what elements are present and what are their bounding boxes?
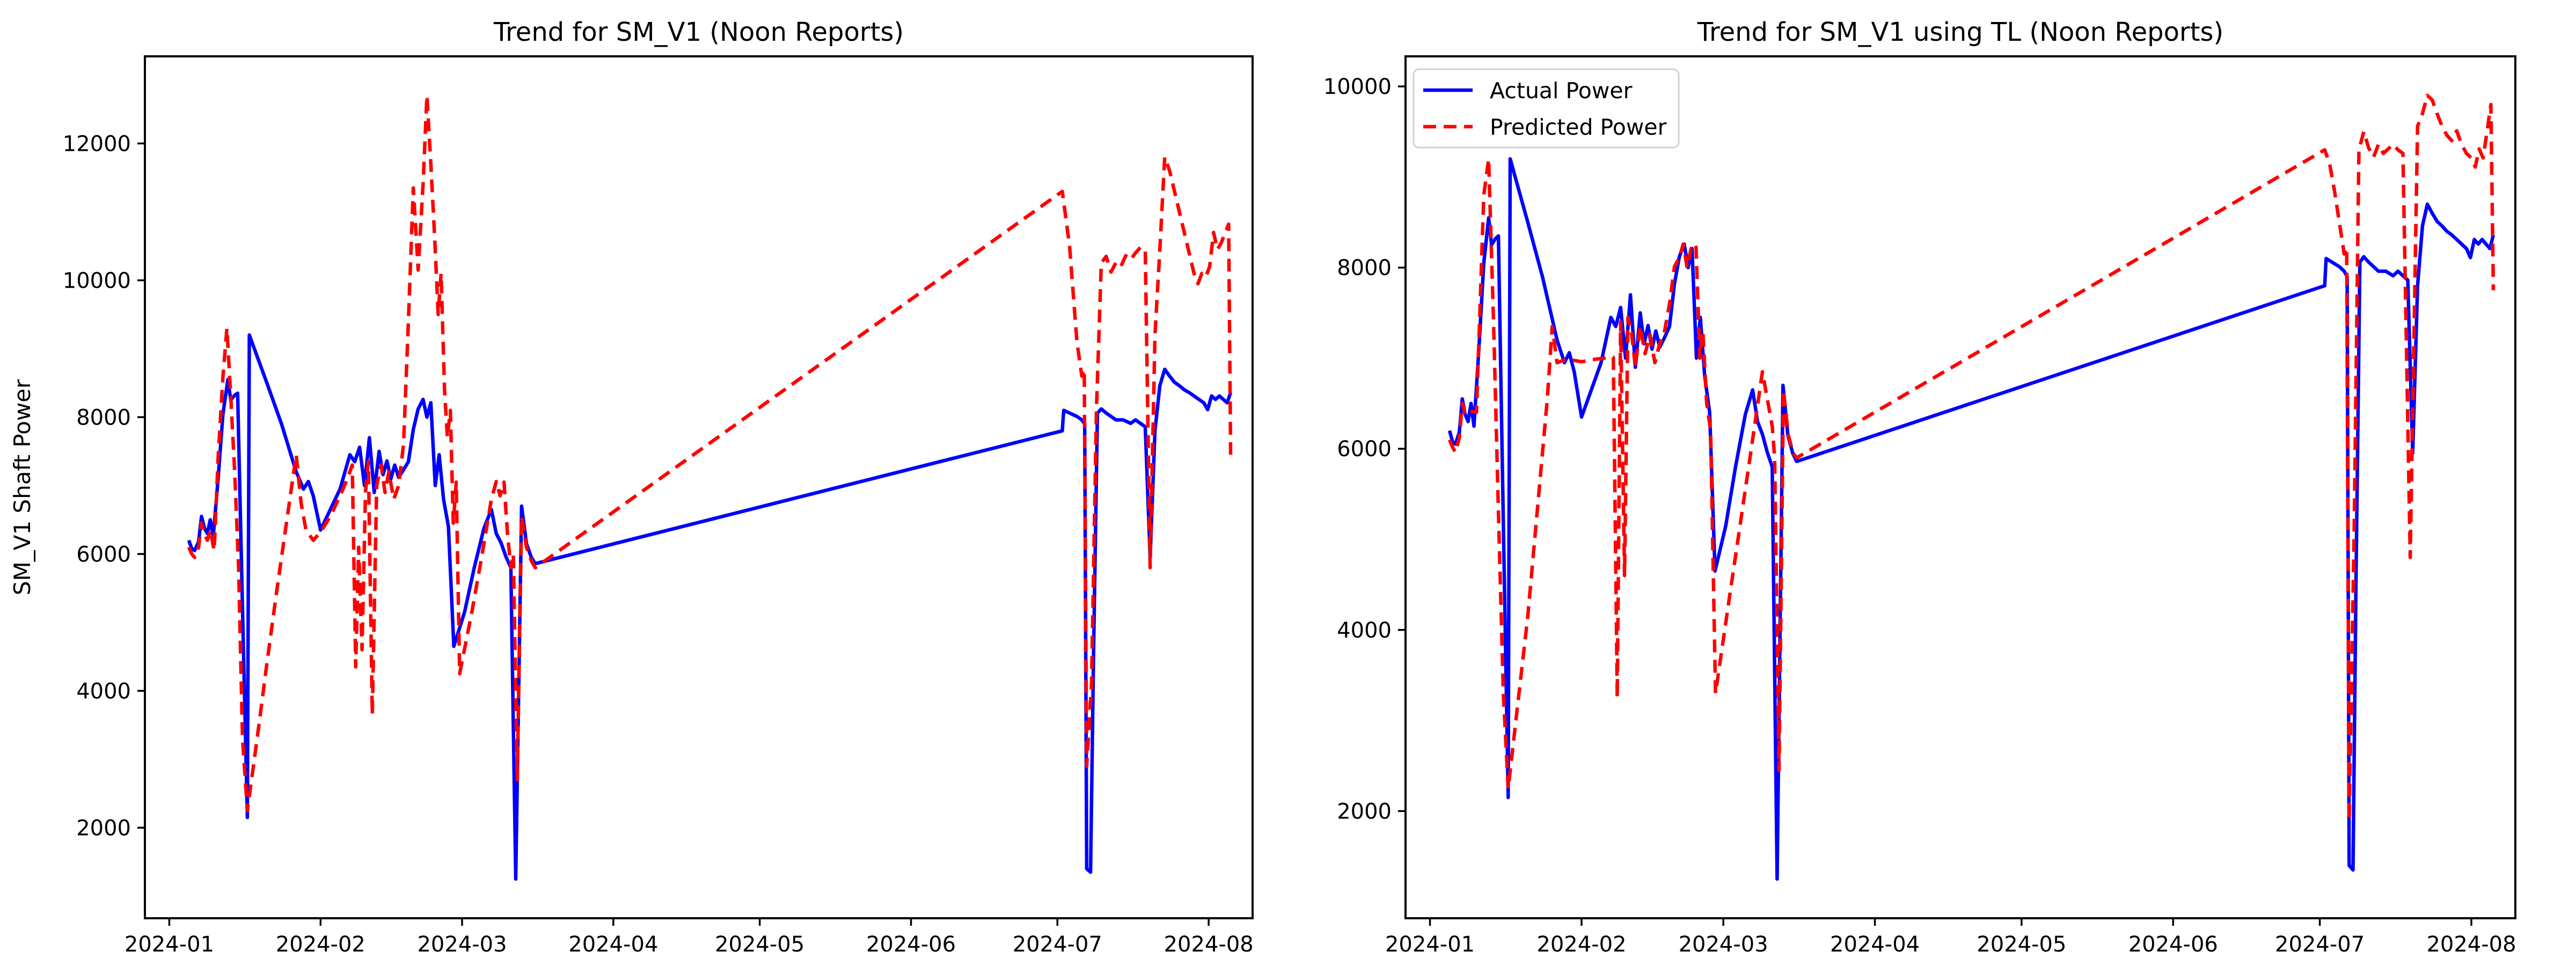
y-axis-label: SM_V1 Shaft Power [9, 379, 35, 595]
y-tick-label: 4000 [1337, 618, 1392, 643]
y-tick-label: 10000 [63, 268, 131, 293]
plot-area: 2024-01 2024-02 2024-03 2024-04 2024-05 2024-… [1323, 55, 2516, 957]
x-tick-label: 2024-04 [568, 932, 658, 957]
x-tick-label: 2024-03 [417, 932, 507, 957]
y-tick-label: 6000 [76, 542, 131, 567]
plot-area: 2024-01 2024-02 2024-03 2024-04 2024-05 2024-… [63, 55, 1254, 957]
actual-power-line [1447, 157, 2496, 881]
x-tick-label: 2024-06 [2128, 932, 2218, 957]
x-tick-label: 2024-04 [1830, 932, 1920, 957]
right-chart-svg: Trend for SM_V1 using TL (Noon Reports) … [1288, 0, 2576, 966]
y-tick-label: 6000 [1337, 437, 1392, 462]
chart-title: Trend for SM_V1 using TL (Noon Reports) [1697, 17, 2224, 47]
legend-box [1413, 68, 1680, 149]
left-chart-svg: Trend for SM_V1 (Noon Reports) SM_V1 Sha… [9, 17, 1254, 957]
right-chart: Trend for SM_V1 using TL (Noon Reports) … [1288, 0, 2576, 966]
x-tick-label: 2024-01 [125, 932, 214, 957]
legend-predicted-label: Predicted Power [1490, 114, 1667, 140]
y-tick-label: 2000 [1337, 799, 1392, 824]
x-tick-label: 2024-02 [1536, 932, 1626, 957]
chart-title: Trend for SM_V1 (Noon Reports) [493, 17, 904, 47]
x-tick-label: 2024-01 [1385, 932, 1475, 957]
predicted-power-line [187, 93, 1233, 813]
y-tick-label: 10000 [1323, 75, 1392, 99]
x-tick-label: 2024-02 [276, 932, 365, 957]
y-tick-label: 8000 [76, 405, 131, 430]
left-chart: Trend for SM_V1 (Noon Reports) SM_V1 Sha… [9, 17, 1254, 957]
x-tick-label: 2024-07 [1013, 932, 1102, 957]
x-tick-label: 2024-05 [715, 932, 804, 957]
plot-border [144, 55, 1254, 919]
y-tick-label: 4000 [76, 679, 131, 704]
x-tick-label: 2024-05 [1977, 932, 2066, 957]
x-tick-label: 2024-06 [866, 932, 956, 957]
legend-actual-label: Actual Power [1490, 78, 1633, 104]
actual-power-line [187, 333, 1233, 881]
y-tick-label: 8000 [1337, 256, 1392, 281]
legend: Actual Power Predicted Power [1413, 68, 1680, 149]
x-tick-label: 2024-07 [2275, 932, 2365, 957]
y-tick-label: 2000 [76, 816, 131, 840]
x-tick-label: 2024-08 [2426, 932, 2516, 957]
plot-border [1404, 55, 2516, 919]
y-tick-label: 12000 [63, 131, 131, 156]
x-tick-label: 2024-03 [1679, 932, 1768, 957]
x-tick-label: 2024-08 [1164, 932, 1254, 957]
predicted-power-line [1447, 93, 2496, 822]
